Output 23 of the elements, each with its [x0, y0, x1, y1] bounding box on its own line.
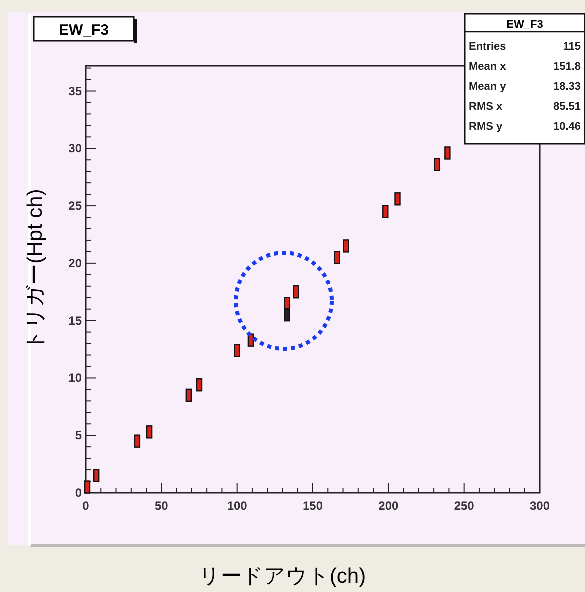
x-axis-title: リードアウト(ch)	[198, 565, 366, 588]
y-tick-label: 30	[68, 142, 82, 156]
y-tick-label: 20	[68, 256, 82, 270]
text: EW_F3	[506, 19, 544, 31]
text: Entries 115	[469, 41, 581, 53]
text: Mean y 18.33	[469, 81, 581, 93]
x-tick-label: 50	[154, 499, 169, 513]
text: RMS y 10.46	[469, 121, 581, 133]
y-tick-label: 15	[68, 314, 82, 328]
y-axis-title: トリガー(Hpt ch)	[24, 189, 47, 351]
y-tick-label: 10	[68, 371, 82, 386]
chart-title: EW_F3	[58, 22, 110, 39]
x-tick-label: 300	[530, 499, 550, 513]
x-tick-label: 250	[454, 499, 475, 513]
x-tick-label: 150	[302, 499, 324, 513]
y-tick-label: 25	[68, 199, 82, 214]
text: Mean x 151.8	[469, 61, 581, 73]
y-tick-label: 5	[75, 428, 82, 443]
x-tick-label: 100	[227, 499, 248, 513]
text: RMS x 85.51	[469, 101, 581, 113]
y-tick-label: 35	[68, 84, 82, 98]
y-tick-label: 0	[75, 486, 82, 500]
x-tick-label: 200	[378, 499, 399, 513]
